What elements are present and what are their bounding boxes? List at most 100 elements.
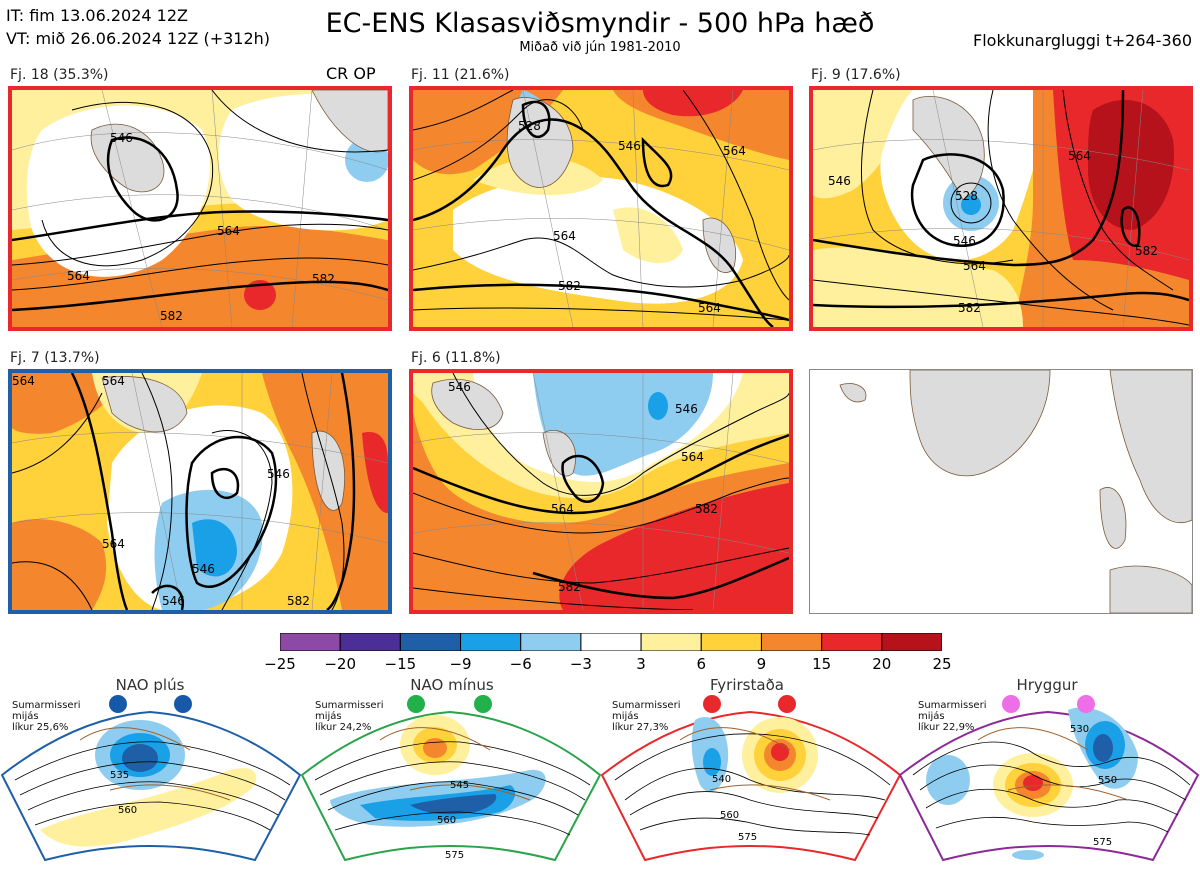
contour-label: 546 [828, 174, 851, 188]
contour-label: 528 [955, 189, 978, 203]
cluster-map-4: 564 564 546 546 564 546 582 [8, 369, 392, 614]
color-scale-bar [279, 632, 943, 652]
contour-label: 564 [698, 301, 721, 315]
color-scale-tick-label: −25 [264, 655, 296, 673]
contour-label: 564 [102, 374, 125, 388]
regime-stats-blocking: Sumarmisseri mijás líkur 27,3% [612, 700, 681, 733]
panel-label-2: Fj. 11 (21.6%) [411, 67, 510, 83]
color-scale-tick-label: −3 [569, 655, 592, 673]
color-scale-tick-label: −15 [384, 655, 417, 673]
regime-nao-plus: 535 560 [0, 690, 302, 871]
color-scale-swatch [399, 632, 462, 652]
cluster-map-5: 546 546 564 564 582 582 [409, 369, 793, 614]
contour-label: 582 [160, 309, 183, 323]
color-scale-tick-label: −6 [509, 655, 532, 673]
regime-dot [174, 695, 192, 713]
regime-title-ridge: Hryggur [1016, 676, 1078, 694]
color-scale-tick-label: 3 [636, 655, 646, 673]
regime-nao-minus: 545 560 575 [300, 690, 602, 871]
contour-label: 582 [312, 272, 335, 286]
color-scale-swatch [339, 632, 401, 652]
contour-label: 582 [1135, 244, 1158, 258]
contour-label: 564 [723, 144, 746, 158]
regime-stats-nao-plus: Sumarmisseri mijás líkur 25,6% [12, 700, 81, 733]
cluster-map-1: 546 564 564 582 582 [8, 86, 392, 331]
valid-time: VT: mið 26.06.2024 12Z (+312h) [6, 29, 271, 48]
contour-label: 582 [558, 580, 581, 594]
page-subtitle: Miðað við jún 1981-2010 [519, 40, 681, 55]
contour-label: 564 [1068, 149, 1091, 163]
color-scale-tick-label: 6 [696, 655, 707, 673]
regime-dot [1077, 695, 1095, 713]
contour-label: 575 [445, 850, 464, 861]
color-scale-tick-label: 9 [756, 655, 767, 673]
color-scale-swatch [520, 632, 582, 652]
contour-label: 564 [551, 502, 574, 516]
contour-label: 546 [618, 139, 641, 153]
contour-label: 575 [738, 832, 757, 843]
contour-label: 550 [1098, 775, 1117, 786]
contour-label: 564 [217, 224, 240, 238]
color-scale-swatch [460, 632, 522, 652]
reference-map [809, 369, 1193, 614]
contour-label: 564 [102, 537, 125, 551]
contour-label: 546 [192, 562, 215, 576]
init-time: IT: fim 13.06.2024 12Z [6, 6, 188, 25]
contour-label: 545 [450, 780, 469, 791]
contour-label: 564 [681, 450, 704, 464]
color-scale-tick-label: −9 [449, 655, 472, 673]
contour-label: 582 [958, 301, 981, 315]
regime-dot [703, 695, 721, 713]
contour-label: 546 [675, 402, 698, 416]
regime-dot [778, 695, 796, 713]
contour-label: 530 [1070, 724, 1089, 735]
color-scale-tick-label: 15 [812, 655, 832, 673]
color-scale-swatch [821, 632, 883, 652]
color-scale-swatches [279, 632, 943, 652]
color-scale-swatch [279, 632, 341, 652]
contour-label: 560 [720, 810, 739, 821]
contour-label: 575 [1093, 837, 1112, 848]
contour-label: 582 [695, 502, 718, 516]
contour-label: 564 [553, 229, 576, 243]
cluster-map-3: 546 528 546 564 564 582 582 [809, 86, 1193, 331]
panel-label-5: Fj. 6 (11.8%) [411, 350, 501, 366]
contour-label: 546 [110, 131, 133, 145]
panel-tag-crop: CR OP [326, 64, 376, 83]
contour-label: 560 [437, 815, 456, 826]
regime-title-blocking: Fyrirstaða [710, 676, 784, 694]
regime-title-nao-plus: NAO plús [115, 676, 185, 694]
color-scale-swatch [640, 632, 702, 652]
regime-title-nao-minus: NAO mínus [410, 676, 494, 694]
contour-label: 546 [953, 234, 976, 248]
color-scale-swatch [700, 632, 762, 652]
contour-label: 564 [12, 374, 35, 388]
color-scale-tick-label: 20 [872, 655, 892, 673]
contour-label: 560 [118, 805, 137, 816]
regime-dot [407, 695, 425, 713]
regime-dot [474, 695, 492, 713]
contour-label: 546 [162, 594, 185, 608]
regime-ridge: 530 550 575 [898, 690, 1200, 871]
page-title: EC-ENS Klasasviðsmyndir - 500 hPa hæð [325, 8, 875, 39]
regime-stats-nao-minus: Sumarmisseri mijás líkur 24,2% [315, 700, 384, 733]
panel-label-4: Fj. 7 (13.7%) [10, 350, 100, 366]
cluster-map-2: 528 546 564 564 582 564 [409, 86, 793, 331]
contour-label: 564 [67, 269, 90, 283]
contour-label: 528 [518, 119, 541, 133]
regime-stats-ridge: Sumarmisseri mijás líkur 22,9% [918, 700, 987, 733]
regime-dot [109, 695, 127, 713]
contour-label: 540 [712, 774, 731, 785]
contour-label: 535 [110, 770, 129, 781]
contour-label: 546 [267, 467, 290, 481]
color-scale-tick-label: −20 [324, 655, 356, 673]
color-scale-swatch [580, 632, 642, 652]
color-scale-ticks: −25 −20 −15 −9 −6 −3 3 6 9 15 20 25 [264, 655, 951, 675]
color-scale-swatch [760, 632, 823, 652]
color-scale-tick-label: 25 [932, 655, 952, 673]
panel-label-1: Fj. 18 (35.3%) [10, 67, 109, 83]
regime-dot [1002, 695, 1020, 713]
color-scale-swatch [881, 632, 943, 652]
panel-label-3: Fj. 9 (17.6%) [811, 67, 901, 83]
classification-window: Flokkunargluggi t+264-360 [973, 31, 1192, 50]
